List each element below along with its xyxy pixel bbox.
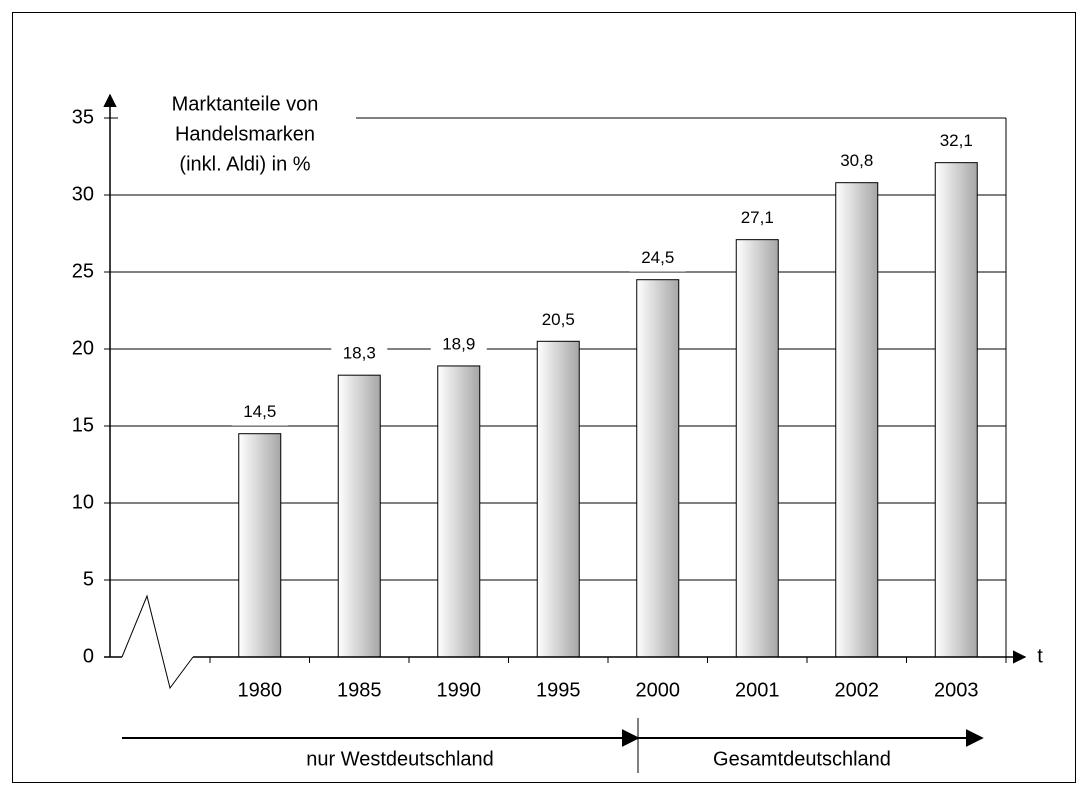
x-tick-label: 2000 (636, 679, 681, 701)
label-backing (729, 205, 786, 232)
bar (835, 182, 879, 658)
y-tick-label: 25 (72, 260, 94, 282)
x-tick-label: 2001 (735, 679, 780, 701)
region-label: Gesamtdeutschland (713, 748, 891, 770)
data-label: 30,8 (840, 151, 873, 170)
label-backing (629, 245, 686, 272)
y-tick-label: 10 (72, 491, 94, 513)
y-tick-label: 5 (83, 568, 94, 590)
label-backing (530, 307, 587, 334)
y-tick-label: 0 (83, 645, 94, 667)
region-label: nur Westdeutschland (306, 748, 494, 770)
data-label: 14,5 (243, 402, 276, 421)
bar (636, 279, 680, 658)
y-tick-label: 35 (72, 106, 94, 128)
y-tick-label: 30 (72, 183, 94, 205)
label-backing (118, 88, 356, 183)
label-backing (231, 399, 288, 426)
x-tick-label: 2002 (835, 679, 880, 701)
y-tick-label: 20 (72, 337, 94, 359)
label-backing (928, 128, 985, 155)
axis-break (121, 594, 194, 690)
x-tick-label: 1990 (437, 679, 482, 701)
bar (735, 239, 779, 658)
label-backing (828, 148, 885, 175)
y-axis-label: Handelsmarken (175, 123, 315, 145)
bar (238, 433, 282, 658)
y-axis-label: Marktanteile von (172, 93, 319, 115)
data-label: 27,1 (741, 208, 774, 227)
data-label: 18,3 (343, 344, 376, 363)
bar (934, 162, 978, 658)
x-tick-label: 1980 (238, 679, 283, 701)
data-label: 24,5 (641, 248, 674, 267)
bar (437, 365, 481, 658)
label-backing (331, 341, 388, 368)
y-tick-label: 15 (72, 414, 94, 436)
x-tick-label: 1995 (536, 679, 581, 701)
x-axis-label: t (1037, 645, 1043, 667)
label-backing (430, 331, 487, 358)
bar (337, 374, 381, 658)
data-label: 18,9 (442, 334, 475, 353)
data-label: 20,5 (542, 310, 575, 329)
data-label: 32,1 (940, 131, 973, 150)
y-axis-label: (inkl. Aldi) in % (179, 153, 310, 175)
x-tick-label: 1985 (337, 679, 382, 701)
x-tick-label: 2003 (934, 679, 979, 701)
bar (536, 340, 580, 658)
